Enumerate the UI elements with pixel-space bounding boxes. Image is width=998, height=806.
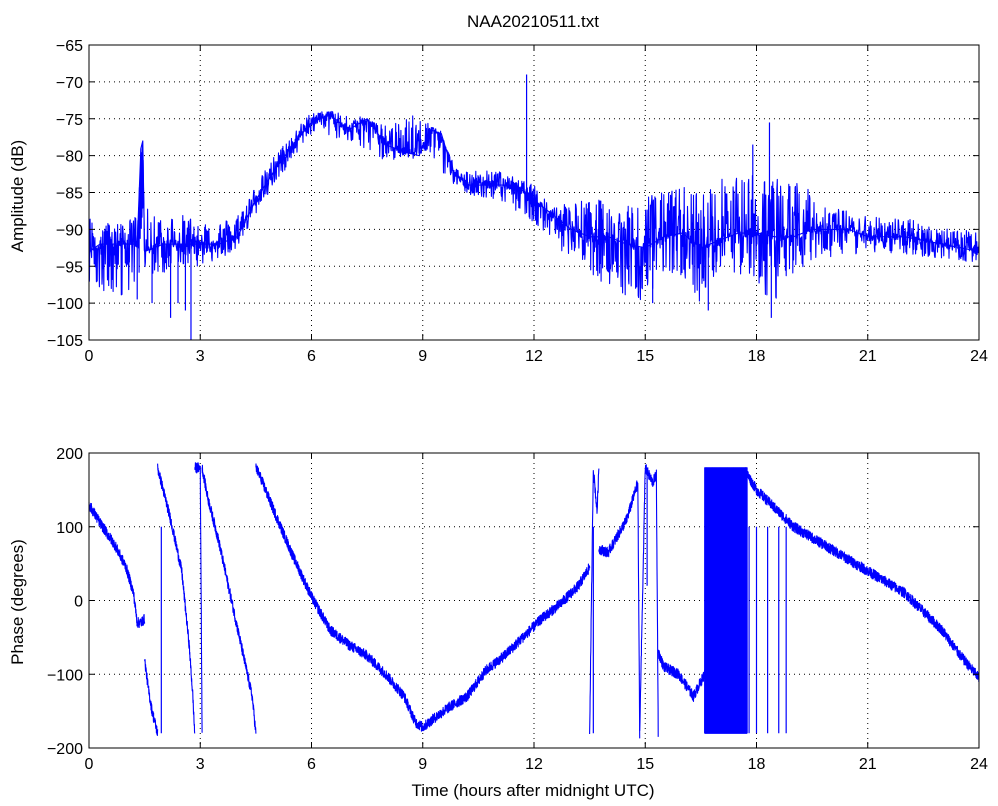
phase-segment bbox=[589, 468, 600, 735]
phase-segment bbox=[144, 658, 159, 737]
amplitude-x-tick-label: 24 bbox=[970, 348, 988, 365]
phase-x-tick-label: 12 bbox=[525, 756, 543, 773]
phase-x-tick-label: 9 bbox=[418, 756, 427, 773]
phase-x-tick-label: 21 bbox=[859, 756, 877, 773]
amplitude-trace bbox=[88, 74, 980, 340]
amplitude-y-tick-label: −105 bbox=[47, 333, 83, 350]
amplitude-y-tick-label: −100 bbox=[47, 296, 83, 313]
amplitude-x-tick-label: 12 bbox=[525, 348, 543, 365]
amplitude-y-tick-label: −85 bbox=[56, 186, 83, 203]
phase-segment bbox=[598, 480, 641, 739]
phase-plot: 0 3 6 9 12 15 18 21 24 200 100 0 −100 −200 Phase (de… bbox=[8, 446, 988, 800]
amplitude-mean-trace bbox=[88, 114, 980, 253]
phase-segment bbox=[88, 502, 146, 629]
phase-y-tick-label: 200 bbox=[56, 446, 83, 463]
amplitude-grid bbox=[89, 45, 979, 340]
phase-segment bbox=[657, 649, 706, 702]
phase-x-tick-label: 18 bbox=[748, 756, 766, 773]
phase-segment bbox=[157, 463, 196, 734]
amplitude-y-axis-label: Amplitude (dB) bbox=[8, 140, 27, 252]
phase-x-tick-label: 15 bbox=[636, 756, 654, 773]
phase-x-ticks: 0 3 6 9 12 15 18 21 24 bbox=[85, 453, 988, 773]
phase-y-ticks: 200 100 0 −100 −200 bbox=[47, 446, 979, 758]
phase-y-tick-label: 100 bbox=[56, 520, 83, 537]
phase-y-tick-label: 0 bbox=[74, 594, 83, 611]
amplitude-plot: 0 3 6 9 12 15 18 21 24 −65 −70 −75 −80 −85 −90 −95 −100… bbox=[8, 38, 988, 365]
phase-y-tick-label: −100 bbox=[47, 667, 83, 684]
phase-x-axis-label: Time (hours after midnight UTC) bbox=[411, 781, 654, 800]
amplitude-y-tick-label: −90 bbox=[56, 222, 83, 239]
amplitude-x-tick-label: 9 bbox=[418, 348, 427, 365]
phase-x-tick-label: 6 bbox=[307, 756, 316, 773]
phase-x-tick-label: 0 bbox=[85, 756, 94, 773]
amplitude-x-tick-label: 21 bbox=[859, 348, 877, 365]
phase-segment bbox=[744, 467, 980, 683]
phase-trace bbox=[88, 462, 980, 739]
phase-y-tick-label: −200 bbox=[47, 741, 83, 758]
phase-x-tick-label: 3 bbox=[196, 756, 205, 773]
phase-wrap-band bbox=[704, 467, 748, 734]
amplitude-x-tick-label: 15 bbox=[636, 348, 654, 365]
phase-segment bbox=[639, 464, 659, 737]
amplitude-x-tick-label: 3 bbox=[196, 348, 205, 365]
amplitude-y-tick-label: −95 bbox=[56, 259, 83, 276]
amplitude-y-tick-label: −80 bbox=[56, 149, 83, 166]
amplitude-x-tick-label: 0 bbox=[85, 348, 94, 365]
phase-segment bbox=[194, 462, 203, 733]
amplitude-x-tick-label: 6 bbox=[307, 348, 316, 365]
phase-x-tick-label: 24 bbox=[970, 756, 988, 773]
chart-title: NAA20210511.txt bbox=[467, 12, 599, 31]
phase-grid bbox=[89, 453, 979, 748]
amplitude-y-ticks: −65 −70 −75 −80 −85 −90 −95 −100 −105 bbox=[47, 38, 979, 350]
phase-y-axis-label: Phase (degrees) bbox=[8, 539, 27, 665]
phase-segment bbox=[255, 463, 591, 732]
amplitude-x-tick-label: 18 bbox=[748, 348, 766, 365]
amplitude-y-tick-label: −70 bbox=[56, 75, 83, 92]
amplitude-y-tick-label: −65 bbox=[56, 38, 83, 55]
amplitude-y-tick-label: −75 bbox=[56, 112, 83, 129]
phase-segment bbox=[201, 464, 257, 734]
amplitude-noise-trace bbox=[88, 110, 980, 302]
amplitude-x-ticks: 0 3 6 9 12 15 18 21 24 bbox=[85, 45, 988, 365]
